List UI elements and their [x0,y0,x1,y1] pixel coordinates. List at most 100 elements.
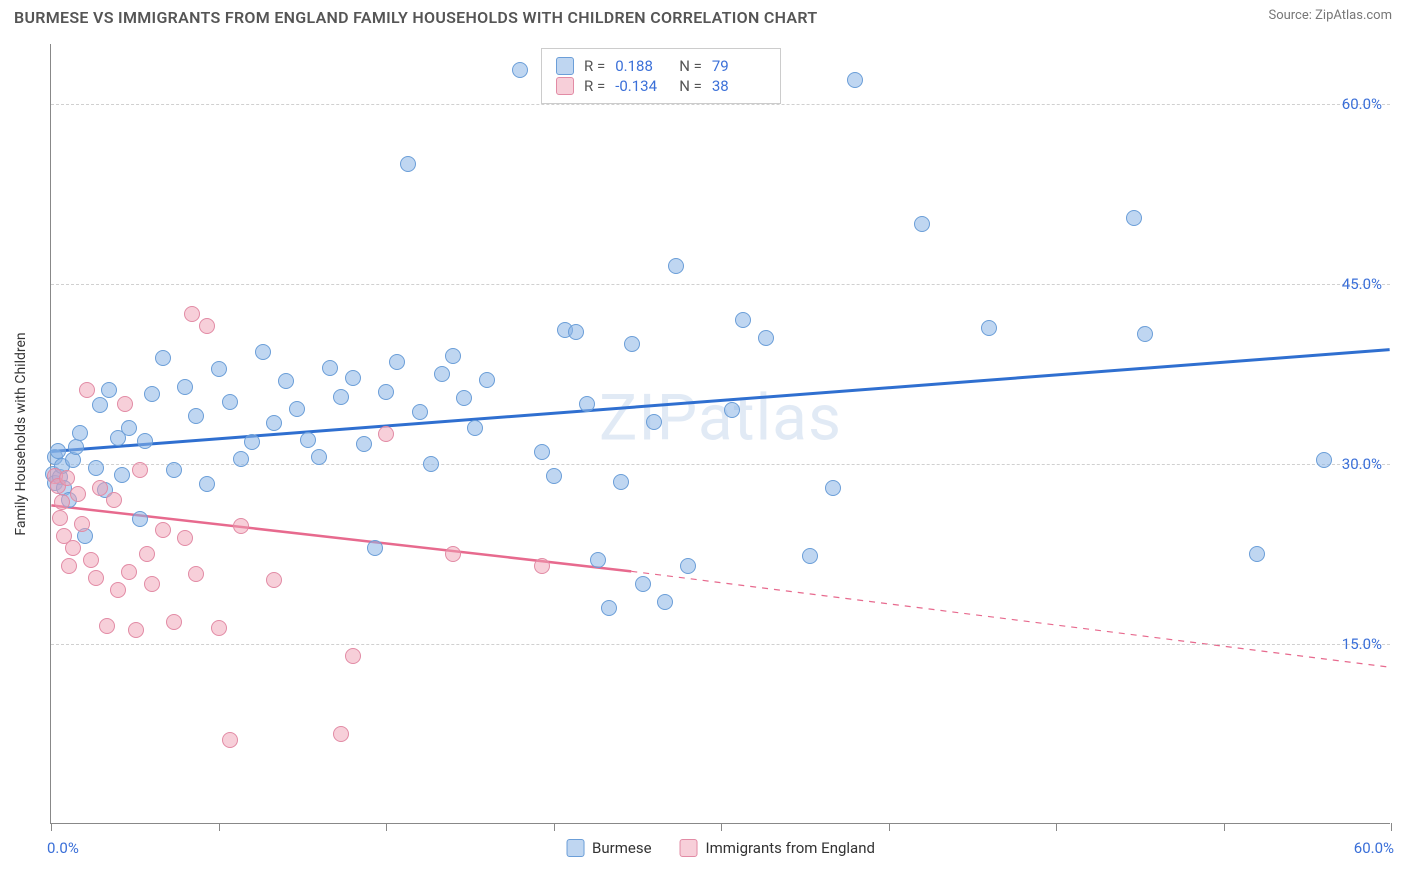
data-point [106,492,122,508]
data-point [114,467,130,483]
data-point [92,480,108,496]
data-point [735,312,751,328]
data-point [255,344,271,360]
data-point [65,540,81,556]
data-point [590,552,606,568]
data-point [378,384,394,400]
stat-label: R = [584,77,605,95]
data-point [1137,326,1153,342]
data-point [568,324,584,340]
data-point [128,622,144,638]
data-point [367,540,383,556]
data-point [300,432,316,448]
data-point [333,389,349,405]
data-point [445,546,461,562]
data-point [266,415,282,431]
data-point [61,558,77,574]
data-point [70,486,86,502]
data-point [79,382,95,398]
legend-label: Burmese [592,839,652,857]
y-tick-label: 30.0% [1342,455,1382,473]
data-point [423,456,439,472]
data-point [155,522,171,538]
gridline [51,284,1390,285]
data-point [289,401,305,417]
data-point [635,576,651,592]
data-point [110,582,126,598]
data-point [479,372,495,388]
stats-row: R = 0.188 N = 79 [556,57,766,75]
correlation-stats-box: R = 0.188 N = 79 R = -0.134 N = 38 [541,48,781,104]
data-point [378,426,394,442]
data-point [345,370,361,386]
data-point [311,449,327,465]
x-tick [721,823,722,831]
data-point [266,572,282,588]
data-point [54,494,70,510]
data-point [144,386,160,402]
data-point [613,474,629,490]
watermark: ZIPatlas [599,380,842,455]
x-tick [1056,823,1057,831]
data-point [68,439,84,455]
data-point [412,404,428,420]
data-point [981,320,997,336]
data-point [166,614,182,630]
source-attribution: Source: ZipAtlas.com [1268,8,1392,23]
data-point [1126,210,1142,226]
y-axis-title: Family Households with Children [13,332,29,535]
data-point [177,379,193,395]
data-point [52,510,68,526]
stat-value: 0.188 [615,57,669,75]
data-point [137,433,153,449]
data-point [1316,452,1332,468]
data-point [601,600,617,616]
y-tick-label: 45.0% [1342,275,1382,293]
x-tick [1224,823,1225,831]
data-point [166,462,182,478]
data-point [199,318,215,334]
stat-value: 38 [712,77,766,95]
data-point [389,354,405,370]
data-point [512,62,528,78]
swatch-icon [680,839,698,857]
data-point [139,546,155,562]
data-point [83,552,99,568]
data-point [121,420,137,436]
data-point [278,373,294,389]
chart-title: BURMESE VS IMMIGRANTS FROM ENGLAND FAMIL… [14,8,818,27]
data-point [534,558,550,574]
stats-row: R = -0.134 N = 38 [556,77,766,95]
data-point [847,72,863,88]
data-point [101,382,117,398]
stat-label: R = [584,57,605,75]
data-point [177,530,193,546]
data-point [624,336,640,352]
data-point [199,476,215,492]
swatch-icon [556,57,574,75]
swatch-icon [556,77,574,95]
gridline [51,644,1390,645]
legend-item: Burmese [566,839,652,857]
data-point [356,436,372,452]
data-point [132,511,148,527]
data-point [211,361,227,377]
data-point [72,425,88,441]
gridline [51,104,1390,105]
stat-label: N = [679,77,702,95]
data-point [534,444,550,460]
data-point [88,570,104,586]
data-point [184,306,200,322]
x-tick [51,823,52,831]
data-point [144,576,160,592]
data-point [244,434,260,450]
gridline [51,464,1390,465]
data-point [724,402,740,418]
data-point [99,618,115,634]
data-point [88,460,104,476]
data-point [758,330,774,346]
data-point [233,518,249,534]
data-point [50,443,66,459]
header: BURMESE VS IMMIGRANTS FROM ENGLAND FAMIL… [0,0,1406,31]
data-point [222,732,238,748]
